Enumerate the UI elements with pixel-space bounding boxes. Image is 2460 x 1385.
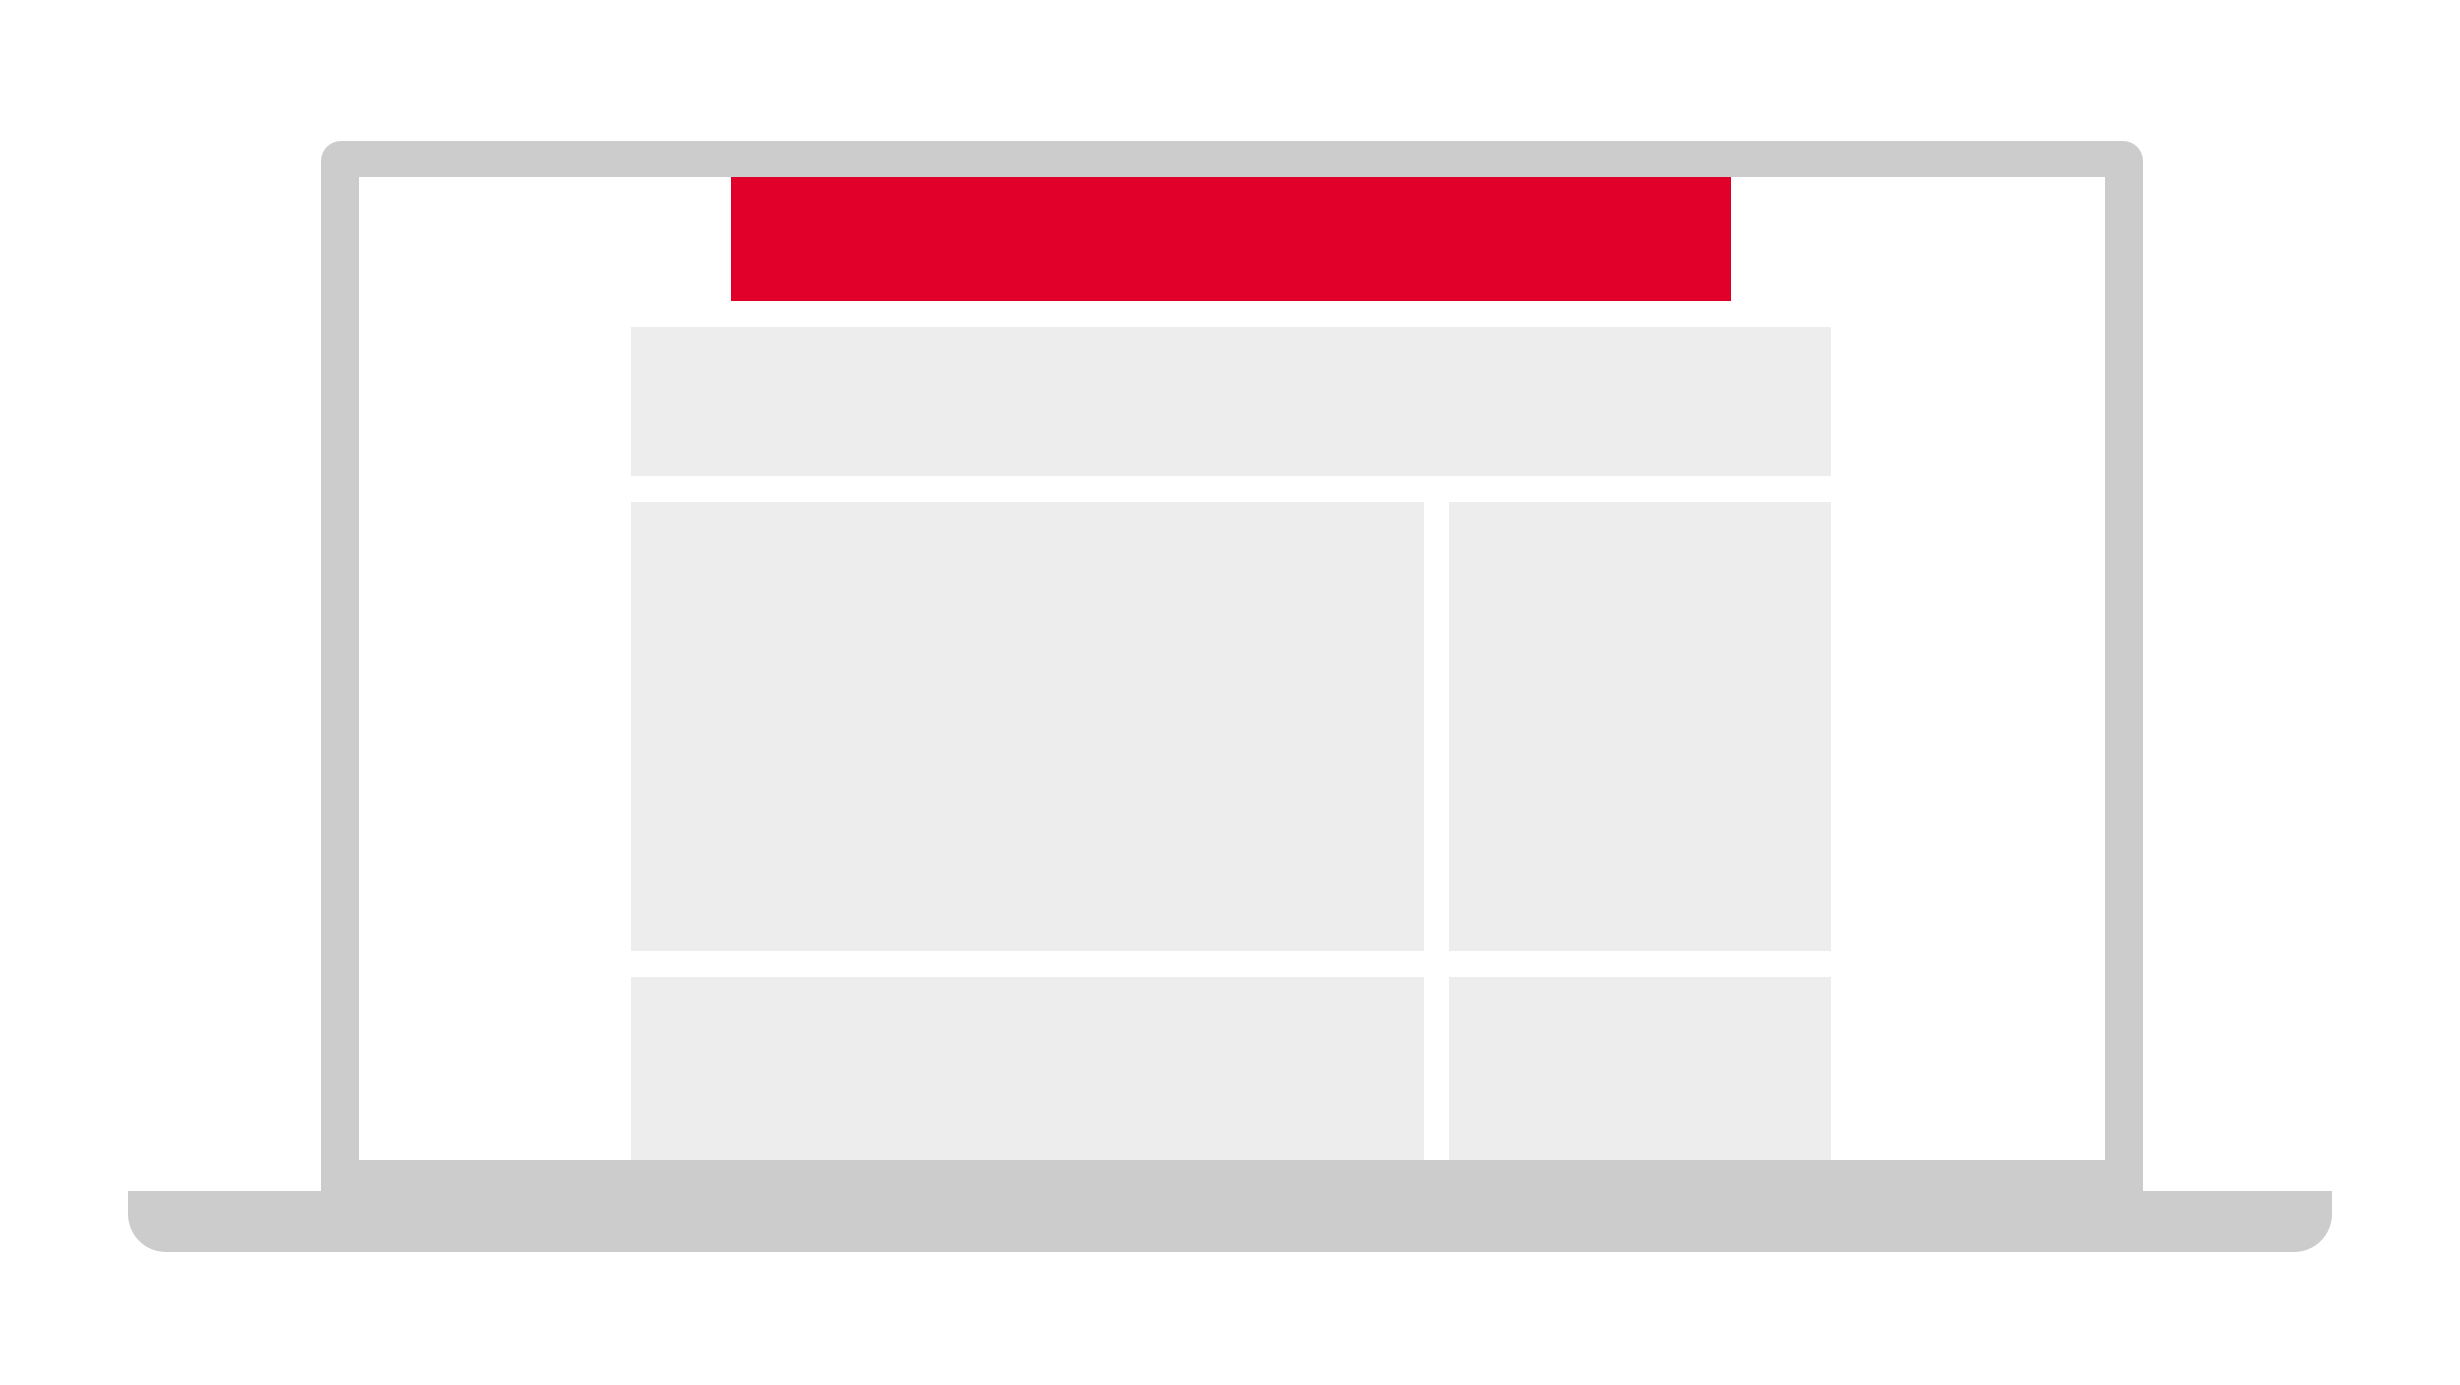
laptop-base [128,1191,2332,1252]
sidebar-block [1449,502,1831,951]
banner-block [631,327,1831,476]
laptop-screen [359,177,2105,1160]
main-content-block [631,502,1424,951]
sidebar-block-secondary [1449,977,1831,1160]
main-content-block-secondary [631,977,1424,1160]
header-bar [731,177,1731,301]
